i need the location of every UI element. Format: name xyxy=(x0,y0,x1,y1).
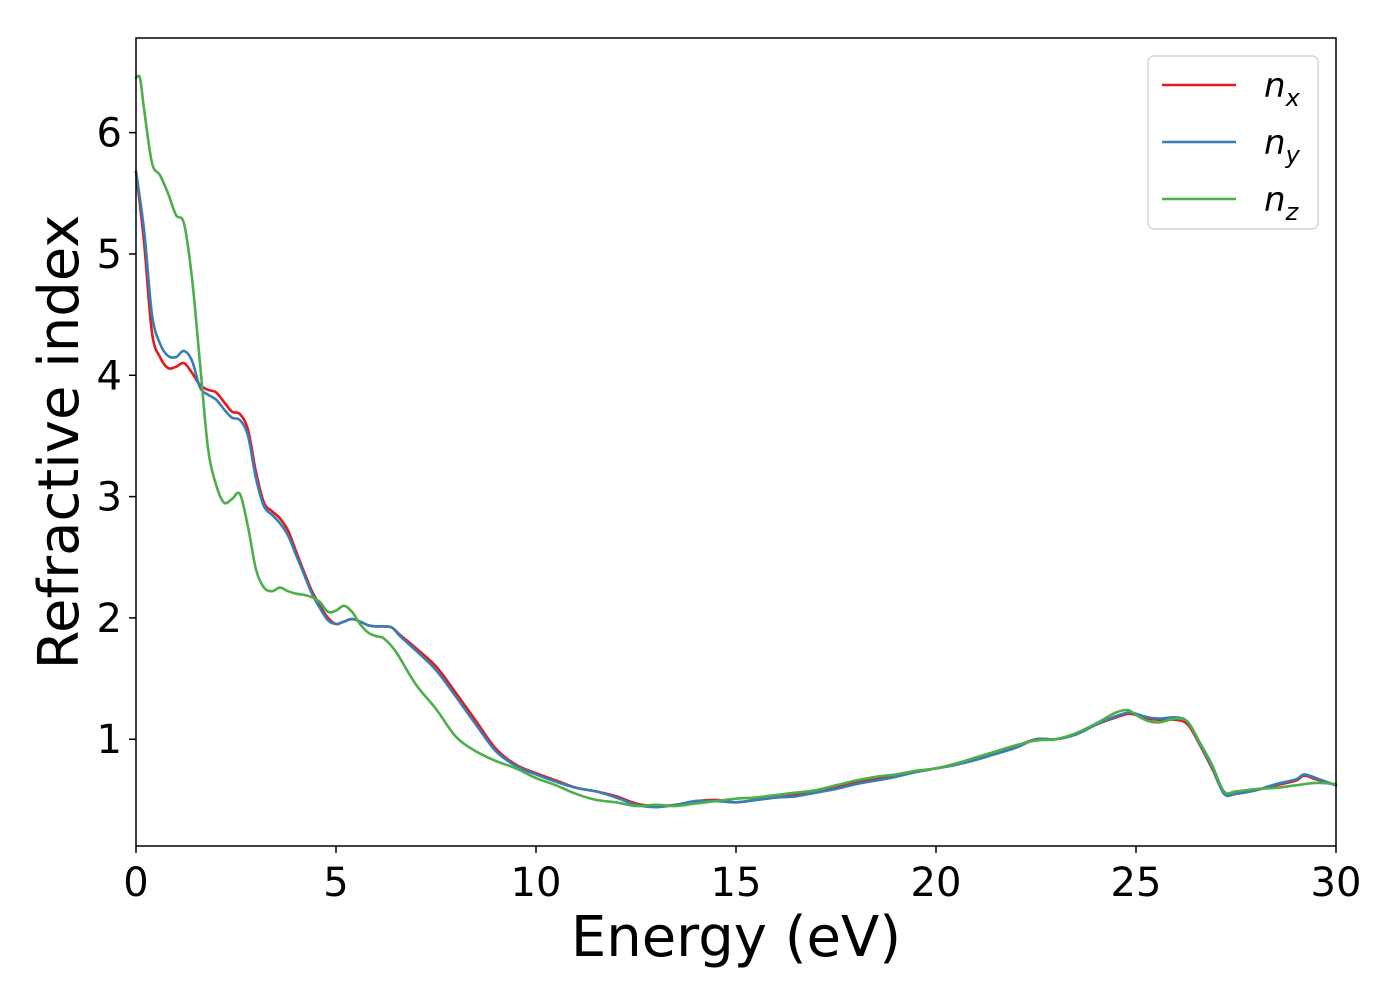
x-tick-label: 25 xyxy=(1111,860,1162,906)
series-layer xyxy=(134,74,1338,809)
x-tick-label: 10 xyxy=(511,860,562,906)
y-axis-label: Refractive index xyxy=(27,215,92,670)
x-tick-label: 15 xyxy=(711,860,762,906)
y-tick-label: 3 xyxy=(97,475,122,521)
x-tick-label: 5 xyxy=(323,860,348,906)
x-axis-ticks: 0 5 10 15 20 25 30 xyxy=(123,846,1361,906)
series-line-nz xyxy=(134,74,1338,808)
legend: nx ny nz xyxy=(1147,55,1319,230)
x-tick-label: 30 xyxy=(1311,860,1362,906)
y-tick-label: 2 xyxy=(97,596,122,642)
x-axis-label: Energy (eV) xyxy=(571,905,901,970)
y-tick-label: 4 xyxy=(97,353,122,399)
legend-label-ny: ny xyxy=(1264,123,1301,169)
x-tick-label: 20 xyxy=(911,860,962,906)
y-tick-label: 6 xyxy=(97,111,122,157)
y-axis-ticks: 1 2 3 4 5 6 xyxy=(97,111,136,763)
x-tick-label: 0 xyxy=(123,860,148,906)
y-tick-label: 5 xyxy=(97,232,122,278)
legend-label-nz: nz xyxy=(1264,180,1300,226)
y-tick-label: 1 xyxy=(97,717,122,763)
legend-label-nx: nx xyxy=(1264,66,1301,112)
